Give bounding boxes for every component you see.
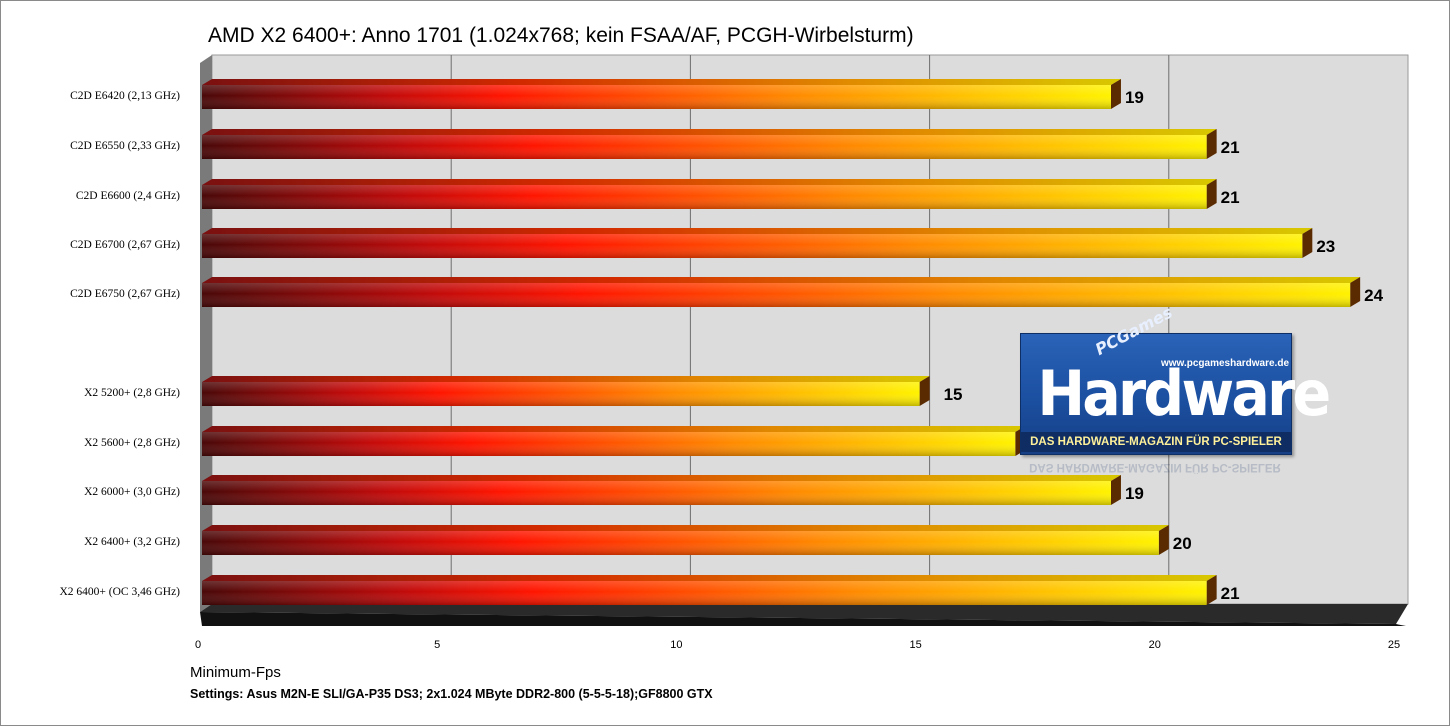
bar-shading xyxy=(202,185,1207,209)
x-tick-label: 15 xyxy=(909,639,921,651)
logo-url: www.pcgameshardware.de xyxy=(1161,358,1290,369)
y-tick-label: C2D E6750 (2,67 GHz) xyxy=(70,288,180,300)
bar-end xyxy=(1110,79,1121,109)
bar-shading xyxy=(202,382,920,406)
pcgh-logo-icon: PCGames www.pcgameshardware.de Hardware … xyxy=(1020,303,1331,455)
bar-top xyxy=(202,525,1169,531)
y-tick-label: X2 6400+ (3,2 GHz) xyxy=(84,536,180,548)
data-label: 24 xyxy=(1364,286,1383,305)
bar-end xyxy=(1206,179,1217,209)
y-tick-label: X2 6000+ (3,0 GHz) xyxy=(84,486,180,498)
bar-end xyxy=(1350,277,1361,307)
bar-shading xyxy=(202,581,1207,605)
chart-title: AMD X2 6400+: Anno 1701 (1.024x768; kein… xyxy=(208,24,914,47)
y-tick-label: X2 5200+ (2,8 GHz) xyxy=(84,387,180,399)
bar-end xyxy=(1110,475,1121,505)
logo-reflection: DAS HARDWARE-MAGAZIN FÜR PC-SPIELER xyxy=(1029,461,1281,473)
bar-top xyxy=(202,376,930,382)
data-label: 19 xyxy=(1125,88,1144,107)
data-label: 21 xyxy=(1221,188,1240,207)
bar-shading xyxy=(202,85,1111,109)
x-tick-label: 20 xyxy=(1149,639,1161,651)
y-tick-label: X2 6400+ (OC 3,46 GHz) xyxy=(59,586,180,598)
bar-top xyxy=(202,575,1217,581)
bar-shading xyxy=(202,234,1303,258)
data-label: 21 xyxy=(1221,138,1240,157)
bar-top xyxy=(202,129,1217,135)
x-tick-label: 0 xyxy=(195,639,201,651)
data-label: 23 xyxy=(1316,237,1335,256)
bar-end xyxy=(1302,228,1313,258)
plot-floor-edge xyxy=(200,612,1406,626)
bar-shading xyxy=(202,135,1207,159)
bar-top xyxy=(202,79,1121,85)
y-tick-label: C2D E6550 (2,33 GHz) xyxy=(70,140,180,152)
logo-tagline: DAS HARDWARE-MAGAZIN FÜR PC-SPIELER xyxy=(1021,432,1291,452)
x-tick-label: 25 xyxy=(1388,639,1400,651)
bar-end xyxy=(919,376,930,406)
settings-note: Settings: Asus M2N-E SLI/GA-P35 DS3; 2x1… xyxy=(190,687,713,701)
bar-top xyxy=(202,228,1313,234)
logo-panel: PCGames www.pcgameshardware.de Hardware … xyxy=(1020,303,1331,455)
bar-shading xyxy=(202,531,1159,555)
bar-top xyxy=(202,475,1121,481)
data-label: 15 xyxy=(944,385,963,404)
bar-top xyxy=(202,277,1361,283)
y-tick-label: X2 5600+ (2,8 GHz) xyxy=(84,437,180,449)
x-tick-label: 5 xyxy=(434,639,440,651)
bar-shading xyxy=(202,432,1016,456)
logo-wordmark: Hardware xyxy=(1037,357,1331,430)
bar-shading xyxy=(202,283,1351,307)
y-tick-label: C2D E6420 (2,13 GHz) xyxy=(70,90,180,102)
x-tick-label: 10 xyxy=(670,639,682,651)
bar-end xyxy=(1206,575,1217,605)
bar-top xyxy=(202,426,1026,432)
bar-top xyxy=(202,179,1217,185)
data-label: 19 xyxy=(1125,484,1144,503)
bar-shading xyxy=(202,481,1111,505)
y-tick-label: C2D E6700 (2,67 GHz) xyxy=(70,239,180,251)
plot-floor xyxy=(200,604,1408,624)
x-axis-label: Minimum-Fps xyxy=(190,664,281,681)
bar-end xyxy=(1206,129,1217,159)
bar-end xyxy=(1158,525,1169,555)
data-label: 21 xyxy=(1221,584,1240,603)
y-tick-label: C2D E6600 (2,4 GHz) xyxy=(76,190,180,202)
data-label: 20 xyxy=(1173,534,1192,553)
